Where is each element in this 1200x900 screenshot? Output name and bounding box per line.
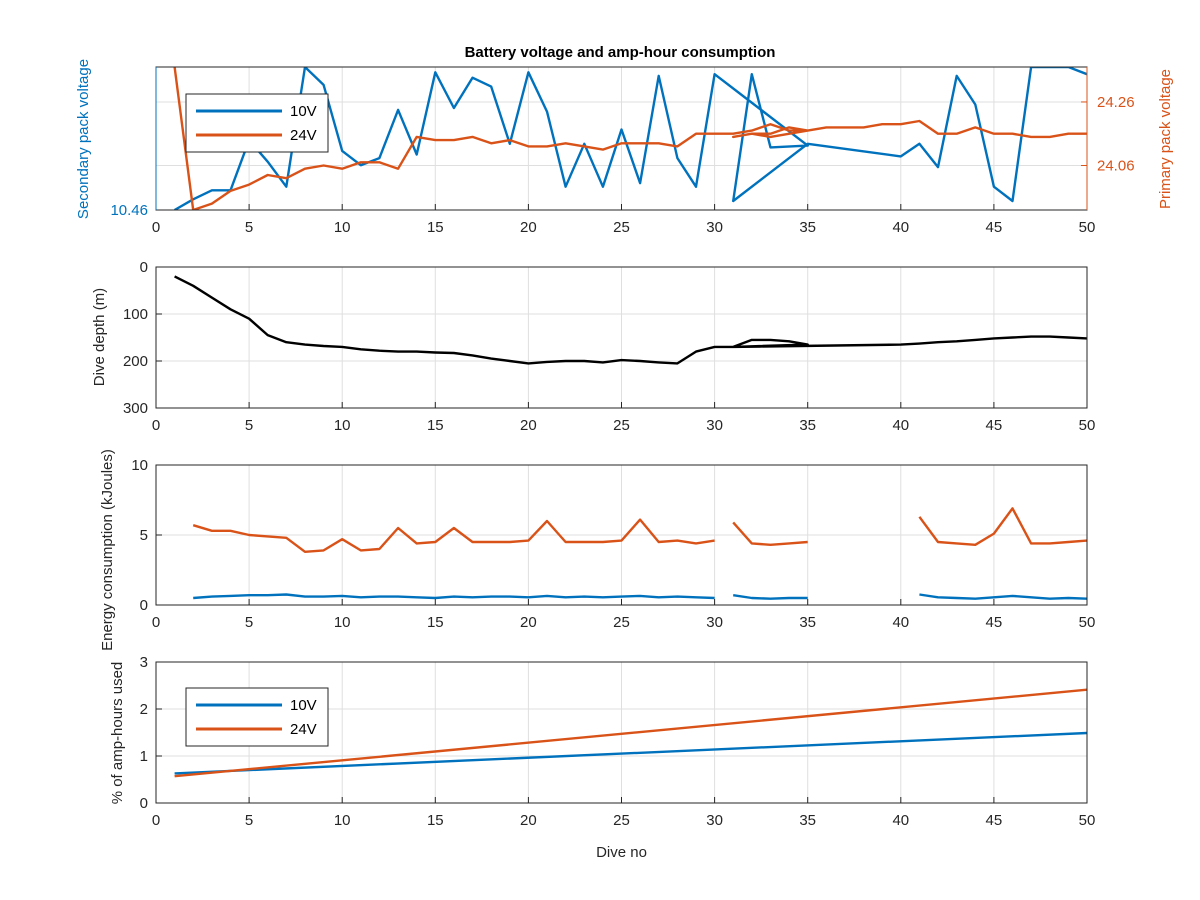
x-tick-label: 20 [520, 219, 537, 236]
figure-title: Battery voltage and amp-hour consumption [465, 44, 776, 61]
y-right-tick-label: 24.06 [1097, 158, 1135, 175]
x-tick-label: 50 [1079, 417, 1096, 434]
x-tick-label: 45 [986, 614, 1003, 631]
x-tick-label: 35 [799, 812, 816, 829]
legend-label-24V: 24V [290, 127, 317, 144]
amp-hours-axes: 0 5 10 15 20 25 30 35 40 45 50 0 1 2 3 % of amp-hours u… [109, 654, 1095, 861]
axes-frame [155, 266, 1088, 409]
y-axis-label: Dive depth (m) [91, 288, 108, 386]
x-tick-label: 40 [892, 614, 909, 631]
x-tick-label: 0 [152, 417, 160, 434]
y-tick-label: 1 [140, 748, 148, 765]
x-tick-label: 25 [613, 812, 630, 829]
x-tick-label: 40 [892, 812, 909, 829]
series-line-10V [174, 731, 1087, 775]
x-tick-label: 10 [334, 614, 351, 631]
legend-label-24V: 24V [290, 721, 317, 738]
y-tick-label: 5 [140, 527, 148, 544]
series-line-10V [174, 67, 1087, 210]
legend [185, 687, 329, 747]
y-tick-label: 3 [140, 654, 148, 671]
x-tick-label: 10 [334, 417, 351, 434]
x-tick-label: 5 [245, 614, 253, 631]
legend [185, 93, 329, 153]
x-tick-label: 0 [152, 219, 160, 236]
x-tick-label: 30 [706, 417, 723, 434]
x-tick-label: 50 [1079, 812, 1096, 829]
x-tick-label: 40 [892, 417, 909, 434]
y-tick-label: 10.46 [110, 202, 148, 219]
x-tick-label: 25 [613, 219, 630, 236]
x-tick-label: 30 [706, 614, 723, 631]
x-tick-label: 5 [245, 219, 253, 236]
y-right-tick-label: 24.26 [1097, 94, 1135, 111]
x-tick-label: 35 [799, 417, 816, 434]
y-tick-label: 10 [131, 457, 148, 474]
y-tick-label: 200 [123, 353, 148, 370]
y-tick-label: 0 [140, 795, 148, 812]
x-tick-label: 15 [427, 614, 444, 631]
x-axis-label: Dive no [596, 844, 647, 861]
series-line-10V-segment-2 [919, 593, 1087, 600]
x-tick-label: 40 [892, 219, 909, 236]
y-tick-label: 0 [140, 259, 148, 276]
legend-label-10V: 10V [290, 103, 317, 120]
y-tick-label: 0 [140, 597, 148, 614]
plot-area [174, 275, 1087, 365]
depth-axes: 0 5 10 15 20 25 30 35 40 45 50 0 100 200 300 Dive depth… [91, 259, 1095, 434]
axes-frame [155, 464, 1088, 606]
plot-area [174, 688, 1087, 778]
x-tick-label: 45 [986, 812, 1003, 829]
x-tick-label: 10 [334, 219, 351, 236]
x-tick-label: 5 [245, 417, 253, 434]
x-tick-label: 35 [799, 614, 816, 631]
x-tick-label: 0 [152, 614, 160, 631]
x-tick-label: 15 [427, 417, 444, 434]
x-tick-label: 15 [427, 219, 444, 236]
x-tick-label: 30 [706, 812, 723, 829]
x-tick-label: 15 [427, 812, 444, 829]
series-line-24V-segment-0 [192, 518, 715, 553]
series-line-10V-segment-0 [193, 593, 715, 600]
y-tick-label: 2 [140, 701, 148, 718]
y-tick-label: 100 [123, 306, 148, 323]
series-line-10V-segment-1 [733, 594, 808, 600]
x-tick-label: 50 [1079, 219, 1096, 236]
plot-area [192, 507, 1087, 600]
y-axis-label: Energy consumption (kJoules) [99, 449, 116, 651]
series-line-24V-segment-2 [918, 507, 1087, 546]
series-line-24V [174, 688, 1087, 778]
x-tick-label: 10 [334, 812, 351, 829]
x-tick-label: 35 [799, 219, 816, 236]
series-line-24V [173, 67, 1087, 210]
x-tick-label: 45 [986, 219, 1003, 236]
x-tick-label: 30 [706, 219, 723, 236]
x-tick-label: 25 [613, 417, 630, 434]
x-tick-label: 25 [613, 614, 630, 631]
x-tick-label: 0 [152, 812, 160, 829]
energy-axes: 0 5 10 15 20 25 30 35 40 45 50 0 5 10 Energy consumpti… [99, 449, 1095, 651]
y-axis-label: % of amp-hours used [109, 662, 126, 805]
axes-frame [155, 661, 1088, 804]
y-axis-label-left: Secondary pack voltage [75, 59, 92, 219]
x-tick-label: 45 [986, 417, 1003, 434]
depth-line [174, 275, 1087, 365]
legend-label-10V: 10V [290, 697, 317, 714]
voltage-axes: 0 5 10 15 20 25 30 35 40 45 50 10.46 24.06 24.26 Secon… [75, 59, 1174, 236]
y-axis-label-right: Primary pack voltage [1157, 69, 1174, 209]
x-tick-label: 5 [245, 812, 253, 829]
y-tick-label: 300 [123, 400, 148, 417]
x-tick-label: 20 [520, 812, 537, 829]
plot-area [173, 67, 1087, 210]
x-tick-label: 20 [520, 417, 537, 434]
x-tick-label: 50 [1079, 614, 1096, 631]
series-line-24V-segment-1 [732, 521, 808, 546]
x-tick-label: 20 [520, 614, 537, 631]
